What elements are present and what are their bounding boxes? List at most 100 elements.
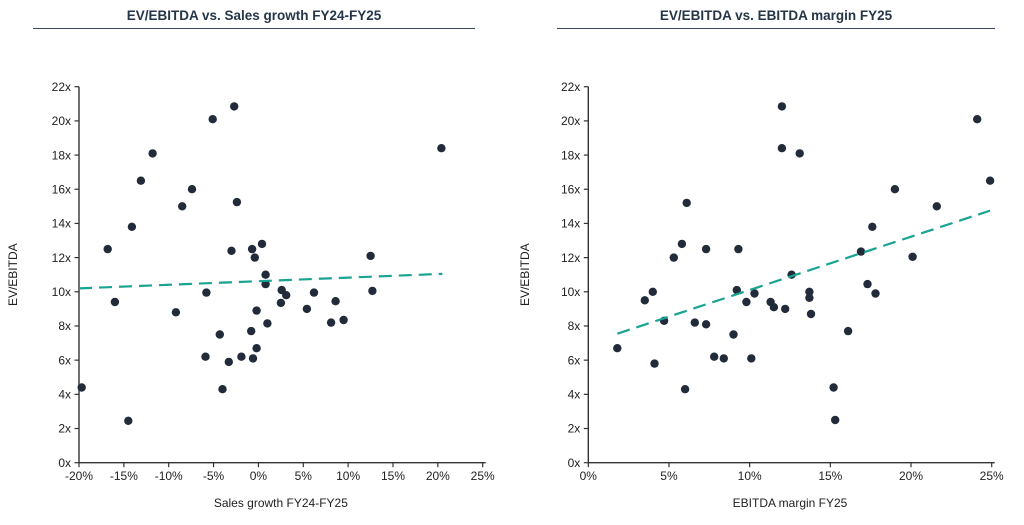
y-tick-label: 4x <box>568 388 581 402</box>
data-point <box>829 383 838 392</box>
data-point <box>218 385 227 394</box>
x-tick-label: 0% <box>580 469 598 483</box>
data-point <box>230 102 239 111</box>
data-point <box>215 330 224 339</box>
data-point <box>806 309 816 319</box>
x-tick-label: 20% <box>426 469 450 483</box>
data-point <box>136 176 146 185</box>
data-point <box>252 306 261 315</box>
x-tick-label: -5% <box>203 469 225 483</box>
data-point <box>127 222 137 231</box>
x-axis-title: EBITDA margin FY25 <box>733 496 848 510</box>
chart-title-sales-growth: EV/EBITDA vs. Sales growth FY24-FY25 <box>126 8 382 23</box>
data-point <box>843 326 853 336</box>
y-tick-label: 18x <box>52 148 71 162</box>
x-tick-label: 5% <box>295 469 313 483</box>
y-tick-label: 20x <box>561 114 580 128</box>
y-tick-label: 16x <box>561 182 580 196</box>
y-tick-label: 20x <box>52 114 71 128</box>
y-tick-label: 0x <box>568 456 581 470</box>
y-tick-label: 0x <box>58 456 71 470</box>
y-tick-label: 22x <box>561 80 580 94</box>
title-underline <box>557 28 995 29</box>
data-point <box>187 185 197 194</box>
data-point <box>247 326 256 336</box>
data-point <box>863 279 872 289</box>
data-point <box>648 287 657 296</box>
x-tick-label: 25% <box>471 469 495 483</box>
data-point <box>701 320 711 329</box>
data-point <box>769 303 779 312</box>
data-point <box>263 319 272 328</box>
y-tick-label: 14x <box>561 217 580 231</box>
y-tick-label: 14x <box>52 217 71 231</box>
data-point <box>366 251 375 261</box>
y-axis-title: EV/EBITDA <box>6 243 20 306</box>
trend-line <box>616 209 991 335</box>
y-tick-label: 2x <box>58 422 71 436</box>
data-point <box>309 288 319 297</box>
data-point <box>77 383 86 392</box>
chart-panel-sales-growth: EV/EBITDA vs. Sales growth FY24-FY25 -20… <box>6 8 495 510</box>
data-point <box>202 288 211 297</box>
data-point <box>868 222 877 231</box>
data-point <box>781 304 790 314</box>
data-point <box>682 198 691 208</box>
data-point <box>276 298 286 308</box>
data-point <box>932 202 941 211</box>
y-tick-label: 8x <box>58 319 71 333</box>
data-point <box>701 244 711 254</box>
x-tick-label: 10% <box>336 469 360 483</box>
data-point <box>710 352 719 361</box>
y-tick-label: 12x <box>52 251 71 265</box>
scatter-plot-ebitda-margin: 0% 5% 10% 15% 20% 25% 0x 2x 4x 6x 8x 10x 12x 14x 16x 18… <box>518 80 1004 510</box>
y-tick-label: 2x <box>568 422 581 436</box>
data-point <box>148 149 157 158</box>
data-point <box>777 144 787 153</box>
trend-line <box>78 272 443 290</box>
y-tick-label: 16x <box>52 182 71 196</box>
data-point <box>777 102 787 111</box>
data-point <box>124 416 133 425</box>
x-tick-label: 20% <box>899 469 923 483</box>
data-point <box>227 246 236 255</box>
data-point <box>178 202 187 211</box>
data-point <box>613 344 622 353</box>
data-point <box>171 308 181 317</box>
data-point <box>302 304 312 314</box>
data-point <box>795 149 804 158</box>
data-point <box>282 291 291 300</box>
x-tick-label: -10% <box>155 469 183 483</box>
data-point <box>247 244 257 254</box>
data-point <box>734 244 743 254</box>
x-tick-label: 0% <box>250 469 268 483</box>
y-tick-label: 12x <box>561 251 580 265</box>
data-point <box>890 185 900 194</box>
data-point <box>747 354 756 363</box>
data-point <box>650 359 659 368</box>
x-tick-label: 15% <box>381 469 405 483</box>
data-point <box>805 293 814 302</box>
data-point <box>326 318 336 327</box>
y-tick-label: 22x <box>52 80 71 94</box>
data-point <box>331 297 340 306</box>
data-point <box>237 352 246 361</box>
data-point <box>208 115 217 124</box>
data-point <box>339 315 348 325</box>
chart-title-ebitda-margin: EV/EBITDA vs. EBITDA margin FY25 <box>659 8 893 23</box>
data-point <box>437 144 446 153</box>
y-axis-title: EV/EBITDA <box>518 243 532 306</box>
data-point <box>640 296 649 305</box>
data-point <box>856 247 866 256</box>
data-point <box>110 297 120 307</box>
y-tick-label: 6x <box>568 353 581 367</box>
data-point <box>742 297 751 307</box>
x-axis-title: Sales growth FY24-FY25 <box>214 496 348 510</box>
x-tick-label: 15% <box>818 469 842 483</box>
data-point <box>248 354 258 363</box>
x-tick-label: 10% <box>738 469 762 483</box>
data-point <box>719 354 728 363</box>
data-point <box>261 270 270 279</box>
data-point <box>250 253 259 262</box>
